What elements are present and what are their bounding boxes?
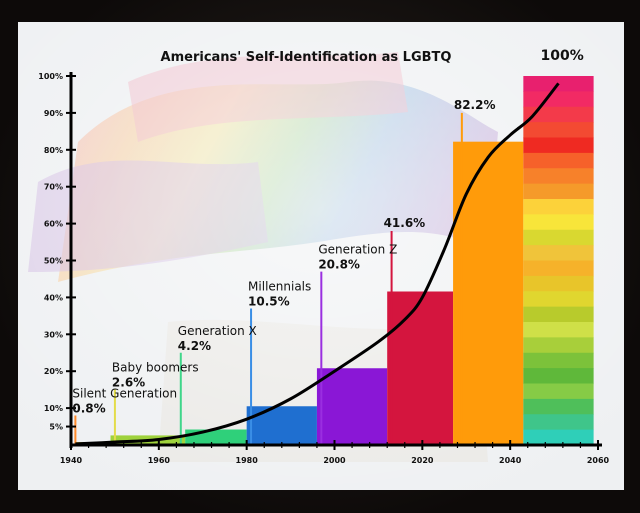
generation-name-3: Millennials (248, 279, 311, 293)
y-tick-label-0: 5% (49, 423, 63, 432)
y-tick-label-9: 90% (44, 109, 63, 118)
y-tick-label-4: 40% (44, 293, 63, 302)
bar-5 (387, 291, 454, 445)
x-tick-label-1: 1960 (148, 456, 171, 465)
y-tick-label-6: 60% (44, 220, 63, 229)
rainbow-stripe-1 (523, 91, 594, 108)
rainbow-stripe-5 (523, 152, 594, 169)
rainbow-stripe-17 (523, 337, 594, 354)
top-label-0: 41.6% (384, 216, 426, 230)
rainbow-stripe-3 (523, 122, 594, 139)
generation-name-2: Generation X (178, 324, 257, 338)
generation-value-0: 0.8% (72, 401, 105, 415)
rainbow-stripe-15 (523, 306, 594, 323)
x-tick-label-3: 2000 (323, 456, 346, 465)
x-tick-label-4: 2020 (411, 456, 434, 465)
rainbow-stripe-10 (523, 229, 594, 246)
rainbow-stripe-18 (523, 352, 594, 369)
rainbow-stripe-19 (523, 368, 594, 385)
chart-title: Americans' Self-Identification as LGBTQ (161, 50, 452, 65)
generation-value-1: 2.6% (112, 376, 145, 390)
x-tick-label-2: 1980 (236, 456, 259, 465)
rainbow-stripe-11 (523, 245, 594, 262)
generation-value-3: 10.5% (248, 294, 290, 308)
x-tick-label-6: 2060 (587, 456, 610, 465)
y-tick-label-1: 10% (44, 404, 63, 413)
bar-4 (316, 368, 388, 445)
chart: 5% 10% 20% 30% 40% 50% 60% 70% 80% 90% 100% 1940 196… (18, 22, 624, 490)
y-tick-label-2: 20% (44, 367, 63, 376)
rainbow-stripe-22 (523, 414, 594, 431)
rainbow-stripe-23 (523, 429, 594, 446)
generation-value-2: 4.2% (178, 339, 211, 353)
rainbow-stripe-13 (523, 275, 594, 292)
y-tick-label-8: 80% (44, 146, 63, 155)
rainbow-stripe-21 (523, 398, 594, 415)
rainbow-stripe-2 (523, 106, 594, 123)
rainbow-stripe-16 (523, 322, 594, 338)
generation-value-4: 20.8% (318, 258, 360, 272)
y-tick-label-10: 100% (38, 72, 63, 81)
generation-name-1: Baby boomers (112, 361, 199, 375)
x-tick-label-5: 2040 (499, 456, 522, 465)
y-tick-label-7: 70% (44, 183, 63, 192)
rainbow-stripe-6 (523, 168, 594, 185)
top-label-1: 82.2% (454, 98, 496, 112)
y-tick-label-3: 30% (44, 330, 63, 339)
x-tick-label-0: 1940 (60, 456, 83, 465)
y-tick-label-5: 50% (44, 257, 63, 266)
rainbow-stripe-4 (523, 137, 594, 154)
rainbow-stripe-8 (523, 199, 594, 215)
bar-3 (246, 406, 317, 445)
rainbow-stripe-7 (523, 183, 594, 200)
bar-6 (453, 141, 524, 445)
rainbow-stripe-12 (523, 260, 594, 277)
generation-name-0: Silent Generation (72, 386, 177, 400)
top-label-2: 100% (540, 48, 583, 64)
rainbow-stripe-14 (523, 291, 594, 308)
trend-curve (75, 82, 560, 446)
generation-name-4: Generation Z (318, 243, 397, 257)
rainbow-stripe-20 (523, 383, 594, 400)
rainbow-stripe-9 (523, 214, 594, 231)
